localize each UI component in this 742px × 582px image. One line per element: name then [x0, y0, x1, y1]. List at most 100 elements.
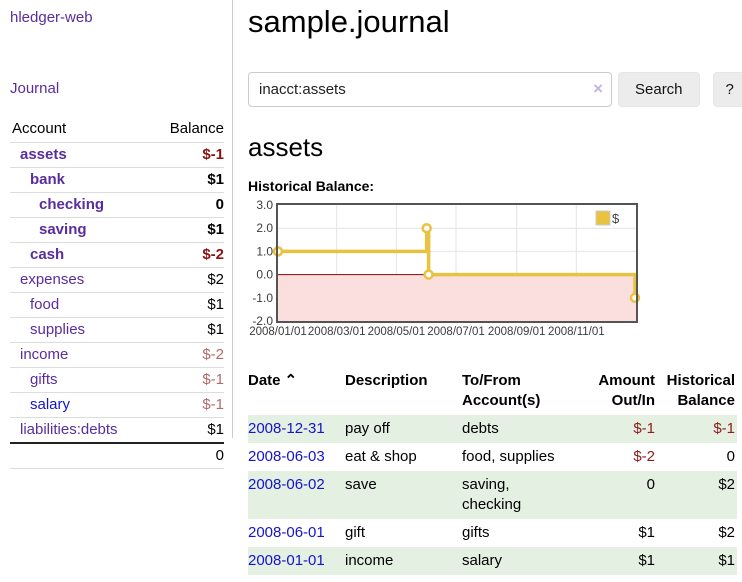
cell-accounts: food, supplies	[462, 448, 555, 465]
y-tick-label: 3.0	[256, 200, 273, 212]
search-button[interactable]: Search	[618, 72, 700, 107]
account-link-checking[interactable]: checking	[39, 196, 105, 213]
account-link-saving[interactable]: saving	[39, 221, 87, 238]
cell-balance: $-1	[713, 420, 735, 437]
account-balance: $1	[207, 321, 224, 338]
cell-balance: $2	[718, 476, 735, 493]
cell-date: 2008-12-31	[248, 415, 345, 443]
help-button[interactable]: ?	[712, 72, 742, 107]
transaction-date-link[interactable]: 2008-06-02	[248, 476, 325, 493]
account-balance: $2	[207, 271, 224, 288]
account-balance: $1	[207, 296, 224, 313]
sidebar-item-journal[interactable]: Journal	[10, 80, 60, 97]
account-balance: $-1	[202, 371, 224, 388]
cell-accounts: salary	[462, 552, 503, 569]
table-row: 2008-06-02 save saving, checking 0 $2	[248, 471, 737, 519]
x-tick-label: 2008/05/01	[368, 326, 426, 338]
register-account-heading: assets	[248, 132, 324, 162]
transaction-date-link[interactable]: 2008-12-31	[248, 420, 325, 437]
account-balance: $-2	[202, 246, 224, 263]
account-link-expenses[interactable]: expenses	[20, 271, 85, 288]
x-tick-label: 2008/07/01	[427, 326, 485, 338]
register-table: Date ⌃ Description To/From Account(s) Amo…	[248, 369, 737, 575]
account-row: cash $-2	[10, 242, 224, 267]
cell-description: eat & shop	[345, 448, 417, 465]
cell-date: 2008-06-03	[248, 443, 345, 471]
table-row: 2008-06-01 gift gifts $1 $2	[248, 519, 737, 547]
search-form: × Search ?	[248, 72, 742, 107]
search-input[interactable]	[248, 72, 612, 107]
account-balance: 0	[215, 196, 224, 213]
cell-balance: $1	[718, 552, 735, 569]
x-tick-label: 2008/01/01	[249, 326, 307, 338]
account-balance: $1	[207, 221, 224, 238]
column-header-date[interactable]: Date ⌃	[248, 372, 298, 389]
account-row: assets $-1	[10, 142, 224, 167]
account-row: food $1	[10, 292, 224, 317]
cell-balance: 0	[726, 448, 735, 465]
cell-amount: $-2	[633, 448, 655, 465]
account-row: gifts $-1	[10, 367, 224, 392]
account-balance: $1	[207, 421, 224, 438]
column-header-accounts: To/From Account(s)	[462, 372, 541, 409]
column-header-description: Description	[345, 372, 428, 389]
chart-label: Historical Balance:	[248, 178, 375, 194]
accounts-table-header: Account Balance	[10, 118, 224, 142]
app-title: hledger-web	[10, 9, 93, 26]
cell-date: 2008-01-01	[248, 547, 345, 575]
account-link-cash[interactable]: cash	[30, 246, 65, 263]
table-row: 2008-01-01 income salary $1 $1	[248, 547, 737, 575]
account-link-gifts[interactable]: gifts	[30, 371, 58, 388]
accounts-total-row: 0	[10, 442, 224, 469]
account-row: saving $1	[10, 217, 224, 242]
cell-description: gift	[345, 524, 366, 541]
balance-column-header: Balance	[169, 120, 224, 137]
account-link-bank[interactable]: bank	[30, 171, 66, 188]
register-header-row: Date ⌃ Description To/From Account(s) Amo…	[248, 369, 737, 415]
accounts-total-value: 0	[215, 447, 224, 464]
accounts-table: Account Balance assets $-1 bank $1 checking 0…	[10, 118, 224, 469]
account-row: salary $-1	[10, 392, 224, 417]
cell-description: pay off	[345, 420, 390, 437]
account-row: bank $1	[10, 167, 224, 192]
y-tick-label: 0.0	[256, 268, 273, 282]
account-link-salary[interactable]: salary	[30, 396, 71, 413]
account-balance: $-1	[202, 396, 224, 413]
account-balance: $-2	[202, 346, 224, 363]
transaction-date-link[interactable]: 2008-01-01	[248, 552, 325, 569]
account-balance: $1	[207, 171, 224, 188]
main-content: sample.journal × Search ? assets Histori…	[248, 0, 742, 575]
account-row: expenses $2	[10, 267, 224, 292]
search-input-wrap: ×	[248, 72, 612, 107]
clear-search-icon[interactable]: ×	[593, 79, 603, 98]
account-link-liabilities-debts[interactable]: liabilities:debts	[20, 421, 118, 438]
account-link-income[interactable]: income	[20, 346, 69, 363]
y-tick-label: -2.0	[252, 314, 273, 328]
legend-label: $	[612, 211, 620, 226]
table-row: 2008-06-03 eat & shop food, supplies $-2 0	[248, 443, 737, 471]
cell-amount: 0	[646, 476, 655, 493]
account-row: checking 0	[10, 192, 224, 217]
x-tick-label: 2008/03/01	[308, 326, 366, 338]
transaction-date-link[interactable]: 2008-06-01	[248, 524, 325, 541]
cell-accounts: gifts	[462, 524, 490, 541]
cell-accounts: saving, checking	[462, 476, 522, 513]
transaction-date-link[interactable]: 2008-06-03	[248, 448, 325, 465]
y-tick-label: -1.0	[252, 291, 273, 305]
historical-balance-chart[interactable]: $3.0 2.0 1.0 0.0 -1.0 -2.0 2008/01/01 2008/03/0…	[248, 198, 740, 350]
account-balance: $-1	[202, 146, 224, 163]
y-tick-label: 1.0	[256, 244, 273, 258]
cell-accounts: debts	[462, 420, 499, 437]
cell-balance: $2	[718, 524, 735, 541]
account-row: supplies $1	[10, 317, 224, 342]
page-title: sample.journal	[248, 4, 450, 39]
account-link-supplies[interactable]: supplies	[30, 321, 86, 338]
accounts-rows: assets $-1 bank $1 checking 0 saving $1 cash $-2 e…	[10, 142, 224, 442]
x-tick-label: 2008/09/01	[488, 326, 546, 338]
account-link-assets[interactable]: assets	[20, 146, 67, 163]
sort-ascending-icon: ⌃	[284, 372, 298, 389]
column-header-amount: Amount Out/In	[598, 372, 655, 409]
table-row: 2008-12-31 pay off debts $-1 $-1	[248, 415, 737, 443]
account-link-food[interactable]: food	[30, 296, 60, 313]
